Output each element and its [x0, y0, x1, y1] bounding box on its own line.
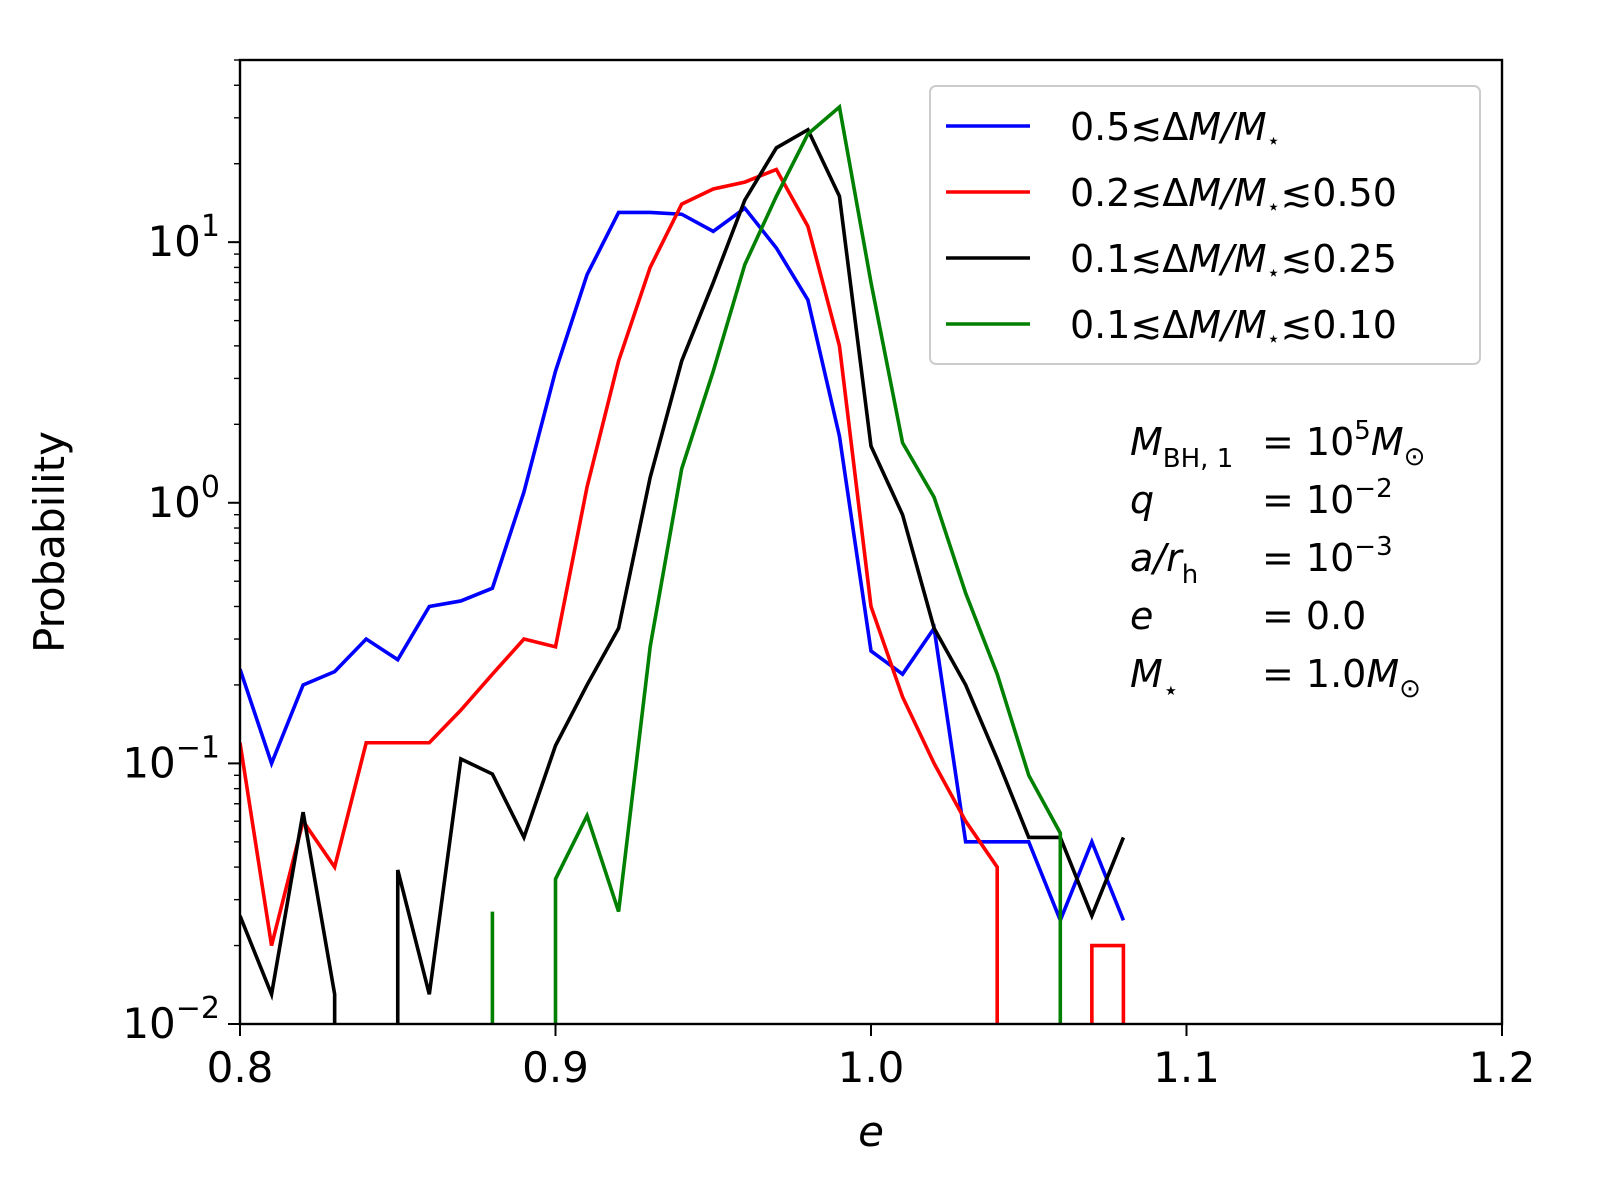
y-tick-label: 100	[147, 470, 220, 527]
axis-ticks: 0.8 0.9 1.0 1.1 1.2 10−2 10−1 100 101	[122, 59, 1536, 1092]
annotation-line-5: M⋆	[1130, 652, 1179, 706]
annotation-line-2: q	[1130, 478, 1154, 522]
legend-entry-3: 0.1≲ΔM/M⋆≲0.25	[1070, 237, 1397, 286]
y-tick-label: 101	[147, 209, 220, 266]
x-tick-label: 0.8	[207, 1043, 274, 1092]
plot-area	[240, 103, 1126, 1024]
x-tick-label: 1.2	[1469, 1043, 1536, 1092]
legend-box	[929, 85, 1481, 365]
annotation-value-1: = 105M⊙	[1262, 416, 1425, 472]
annotation-value-2: = 10−2	[1262, 474, 1393, 522]
annotation-value-3: = 10−3	[1262, 532, 1393, 580]
x-axis-label: e	[858, 1107, 884, 1156]
legend-entry-4: 0.1≲ΔM/M⋆≲0.10	[1070, 303, 1397, 352]
annotation-line-1: MBH, 1	[1130, 420, 1233, 474]
x-tick-label: 1.0	[838, 1043, 905, 1092]
parameter-annotation: MBH, 1 = 105M⊙ q = 10−2 a/rh = 10−3 e = 0.0 M⋆ = …	[1130, 416, 1425, 706]
annotation-value-4: = 0.0	[1262, 594, 1366, 638]
y-tick-label: 10−2	[122, 991, 220, 1048]
legend-entry-1: 0.5≲ΔM/M⋆	[1070, 105, 1280, 154]
legend: 0.5≲ΔM/M⋆ 0.2≲ΔM/M⋆≲0.50 0.1≲ΔM/M⋆≲0.25 0.1…	[929, 85, 1481, 365]
x-tick-label: 0.9	[522, 1043, 589, 1092]
y-axis-label: Probability	[25, 431, 74, 653]
series-line-4	[490, 103, 1063, 1024]
x-tick-label: 1.1	[1153, 1043, 1220, 1092]
y-tick-label: 10−1	[122, 730, 220, 787]
series-line-2	[240, 167, 1126, 1024]
series-line-1	[240, 205, 1126, 926]
annotation-line-4: e	[1130, 594, 1153, 638]
series-line-3	[240, 127, 1126, 1024]
annotation-line-3: a/rh	[1130, 536, 1198, 590]
annotation-value-5: = 1.0M⊙	[1262, 652, 1421, 704]
legend-entry-2: 0.2≲ΔM/M⋆≲0.50	[1070, 171, 1397, 220]
